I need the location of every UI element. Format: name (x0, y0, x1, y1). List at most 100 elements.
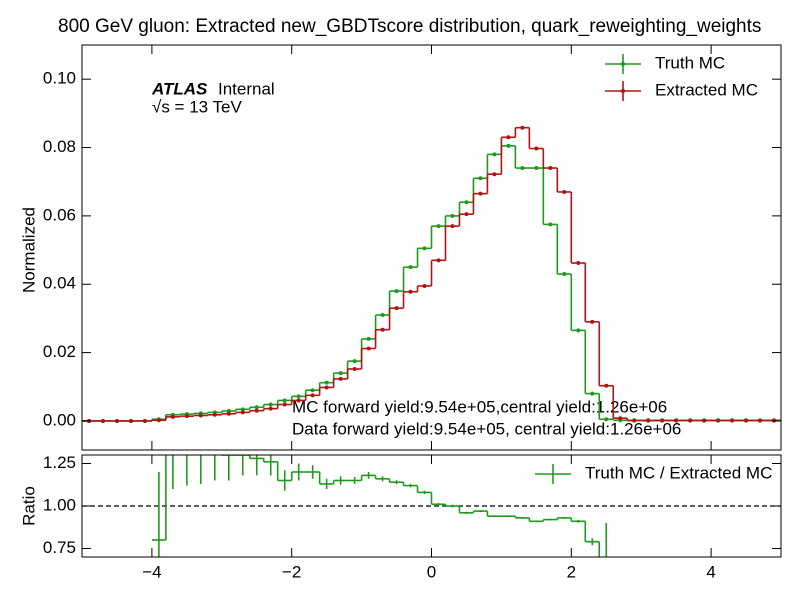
marker (716, 418, 721, 423)
x-tick-label: 2 (567, 562, 576, 581)
axes-frame (81, 454, 782, 558)
marker (310, 393, 315, 398)
marker (506, 135, 511, 140)
marker (744, 418, 749, 423)
marker (184, 414, 189, 419)
marker (576, 261, 581, 266)
legend-marker (620, 61, 626, 67)
marker (702, 418, 707, 423)
plot-area (82, 455, 781, 557)
marker (254, 408, 259, 413)
marker (338, 376, 343, 381)
marker (282, 402, 287, 407)
legend-label: Truth MC (655, 53, 725, 72)
y-axis-label: Normalized (19, 207, 38, 293)
y-tick-label: 0.08 (43, 137, 76, 156)
x-tick-label: −2 (282, 562, 301, 581)
x-tick-label: 4 (706, 562, 715, 581)
y-tick-label: 0.10 (43, 69, 76, 88)
y-tick-label: 0.02 (43, 342, 76, 361)
marker (464, 212, 469, 217)
energy-label: √s = 13 TeV (152, 97, 242, 116)
legend-label: Extracted MC (655, 80, 758, 99)
marker (240, 410, 245, 415)
marker (352, 367, 357, 371)
marker (730, 418, 735, 423)
marker (590, 391, 595, 396)
marker (268, 406, 273, 411)
marker (562, 271, 567, 276)
y-tick-label: 0.04 (43, 274, 76, 293)
marker (758, 418, 763, 423)
marker (324, 385, 329, 390)
marker (240, 407, 245, 412)
marker (506, 143, 511, 148)
marker (100, 418, 105, 423)
marker (632, 418, 637, 423)
marker (198, 413, 203, 418)
marker (170, 414, 175, 419)
x-tick-label: 0 (427, 562, 436, 581)
marker (660, 418, 665, 423)
annotation: Data forward yield:9.54e+05, central yie… (292, 419, 681, 438)
y-tick-label: 1.25 (43, 453, 76, 472)
marker (296, 394, 301, 399)
marker (310, 388, 315, 393)
marker (450, 224, 455, 229)
marker (366, 336, 371, 341)
atlas-status: Internal (218, 79, 275, 98)
marker (688, 418, 693, 423)
marker (492, 152, 497, 157)
marker (520, 166, 525, 171)
atlas-label: ATLAS (151, 79, 208, 98)
marker (394, 306, 399, 311)
marker (436, 258, 441, 263)
y-axis-label: Ratio (19, 486, 38, 526)
marker (562, 189, 567, 194)
annotation: MC forward yield:9.54e+05,central yield:… (292, 397, 667, 416)
marker (338, 371, 343, 376)
marker (590, 319, 595, 324)
plot-area (82, 125, 781, 423)
axes-frame (81, 44, 782, 451)
legend-marker (620, 88, 626, 94)
marker (534, 146, 539, 151)
marker (156, 418, 161, 423)
marker (492, 172, 497, 177)
marker (324, 380, 329, 385)
y-tick-label: 0.75 (43, 538, 76, 557)
step-riser (151, 127, 629, 421)
marker (226, 409, 231, 414)
marker (226, 411, 231, 416)
marker (352, 359, 357, 364)
marker (534, 166, 539, 171)
marker (548, 166, 553, 171)
marker (366, 346, 371, 351)
marker (408, 265, 413, 270)
marker (604, 383, 609, 388)
marker (436, 224, 441, 229)
marker (478, 191, 483, 196)
legend-label: Truth MC / Extracted MC (585, 463, 772, 482)
marker (618, 416, 623, 421)
marker (520, 125, 525, 130)
marker (576, 328, 581, 333)
marker (268, 402, 273, 407)
marker (674, 418, 679, 423)
marker (646, 418, 651, 423)
marker (380, 327, 385, 332)
marker (394, 289, 399, 294)
marker (450, 213, 455, 218)
y-tick-label: 1.00 (43, 495, 76, 514)
marker (464, 200, 469, 205)
marker (212, 412, 217, 417)
y-tick-label: 0.00 (43, 410, 76, 429)
marker (380, 313, 385, 317)
marker (548, 222, 553, 227)
marker (114, 418, 119, 423)
marker (422, 283, 427, 288)
marker (408, 289, 413, 294)
chart-title: 800 GeV gluon: Extracted new_GBDTscore d… (58, 16, 761, 37)
